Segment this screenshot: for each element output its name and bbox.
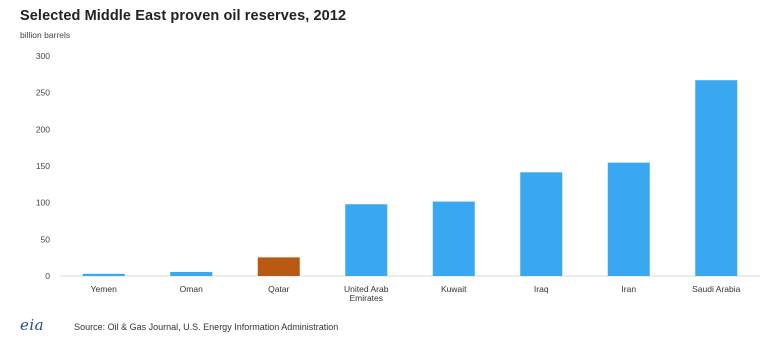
y-tick-label: 150 <box>36 161 50 171</box>
bar <box>695 80 738 276</box>
y-tick-label: 100 <box>36 198 50 208</box>
x-tick-label: Iraq <box>534 284 549 294</box>
unit-label: billion barrels <box>20 30 71 40</box>
bar <box>257 257 300 276</box>
footer: eia Source: Oil & Gas Journal, U.S. Ener… <box>20 316 339 336</box>
y-tick-label: 300 <box>36 51 50 61</box>
x-tick-label: Oman <box>180 284 203 294</box>
y-tick-label: 50 <box>41 234 51 244</box>
eia-logo: eia <box>20 316 45 334</box>
bar <box>432 201 475 276</box>
bar <box>607 162 650 276</box>
y-tick-label: 200 <box>36 124 50 134</box>
x-tick-label: Yemen <box>91 284 117 294</box>
bar <box>520 172 563 276</box>
source-note: Source: Oil & Gas Journal, U.S. Energy I… <box>74 322 339 332</box>
x-tick-label: Qatar <box>268 284 289 294</box>
bar <box>345 204 388 276</box>
x-tick-label: Iran <box>621 284 636 294</box>
bar <box>170 271 213 276</box>
x-tick-label: United Arab <box>344 284 389 294</box>
y-tick-label: 0 <box>45 271 50 281</box>
y-tick-label: 250 <box>36 88 50 98</box>
x-tick-label: Kuwait <box>441 284 467 294</box>
bar <box>82 273 125 276</box>
x-tick-label: Saudi Arabia <box>692 284 740 294</box>
x-tick-label: Emirates <box>349 293 383 303</box>
chart-title: Selected Middle East proven oil reserves… <box>20 8 347 24</box>
